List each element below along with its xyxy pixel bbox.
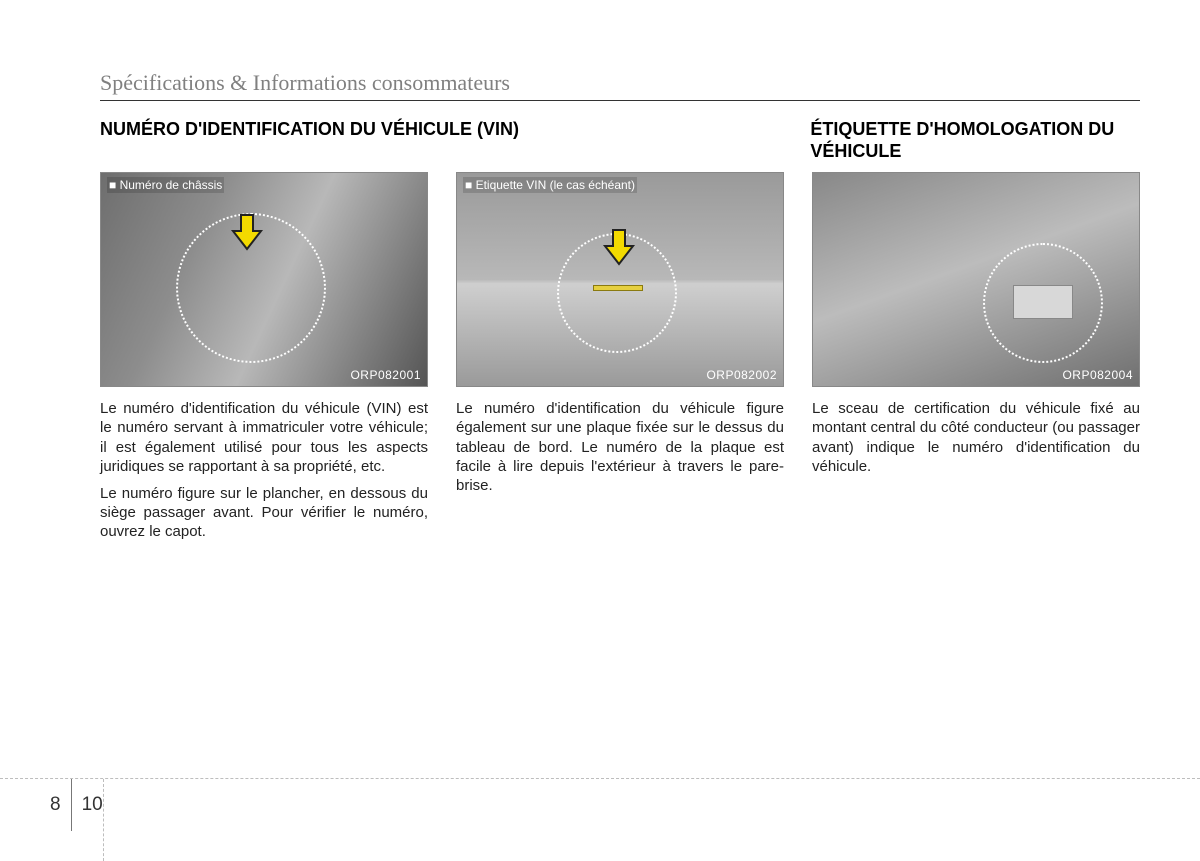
figure-label: ■ Numéro de châssis [107, 177, 224, 193]
figure-label: ■ Etiquette VIN (le cas échéant) [463, 177, 637, 193]
page-content: Spécifications & Informations consommate… [0, 0, 1200, 550]
paragraph: Le sceau de certification du véhicule fi… [812, 399, 1140, 476]
paragraph: Le numéro d'identification du véhicule f… [456, 399, 784, 495]
figure-code: ORP082001 [350, 368, 421, 382]
figure-code: ORP082004 [1062, 368, 1133, 382]
arrow-icon [601, 228, 637, 268]
figure-vin-label: ■ Etiquette VIN (le cas échéant) ORP0820… [456, 172, 784, 387]
section-header: Spécifications & Informations consommate… [100, 70, 1140, 101]
column-3: ORP082004 Le sceau de certification du v… [812, 172, 1140, 549]
cert-label-marker [1013, 285, 1073, 319]
crop-mark-horizontal [0, 778, 1200, 779]
figure-certification-label: ORP082004 [812, 172, 1140, 387]
column-2: ■ Etiquette VIN (le cas échéant) ORP0820… [456, 172, 784, 549]
figure-code: ORP082002 [706, 368, 777, 382]
cert-heading: ÉTIQUETTE D'HOMOLOGATION DU VÉHICULE [810, 119, 1140, 162]
headings-row: NUMÉRO D'IDENTIFICATION DU VÉHICULE (VIN… [100, 119, 1140, 172]
figure-chassis-number: ■ Numéro de châssis ORP082001 [100, 172, 428, 387]
vin-plate-marker [593, 285, 643, 291]
paragraph: Le numéro d'identification du véhicule (… [100, 399, 428, 476]
vin-heading: NUMÉRO D'IDENTIFICATION DU VÉHICULE (VIN… [100, 119, 782, 141]
arrow-icon [229, 213, 265, 253]
column-1: ■ Numéro de châssis ORP082001 Le numéro … [100, 172, 428, 549]
page-number: 10 [72, 794, 103, 816]
columns: ■ Numéro de châssis ORP082001 Le numéro … [100, 172, 1140, 549]
crop-mark-vertical [103, 779, 104, 861]
page-footer: 8 10 [50, 779, 103, 831]
paragraph: Le numéro figure sur le plancher, en des… [100, 484, 428, 542]
chapter-number: 8 [50, 794, 71, 816]
